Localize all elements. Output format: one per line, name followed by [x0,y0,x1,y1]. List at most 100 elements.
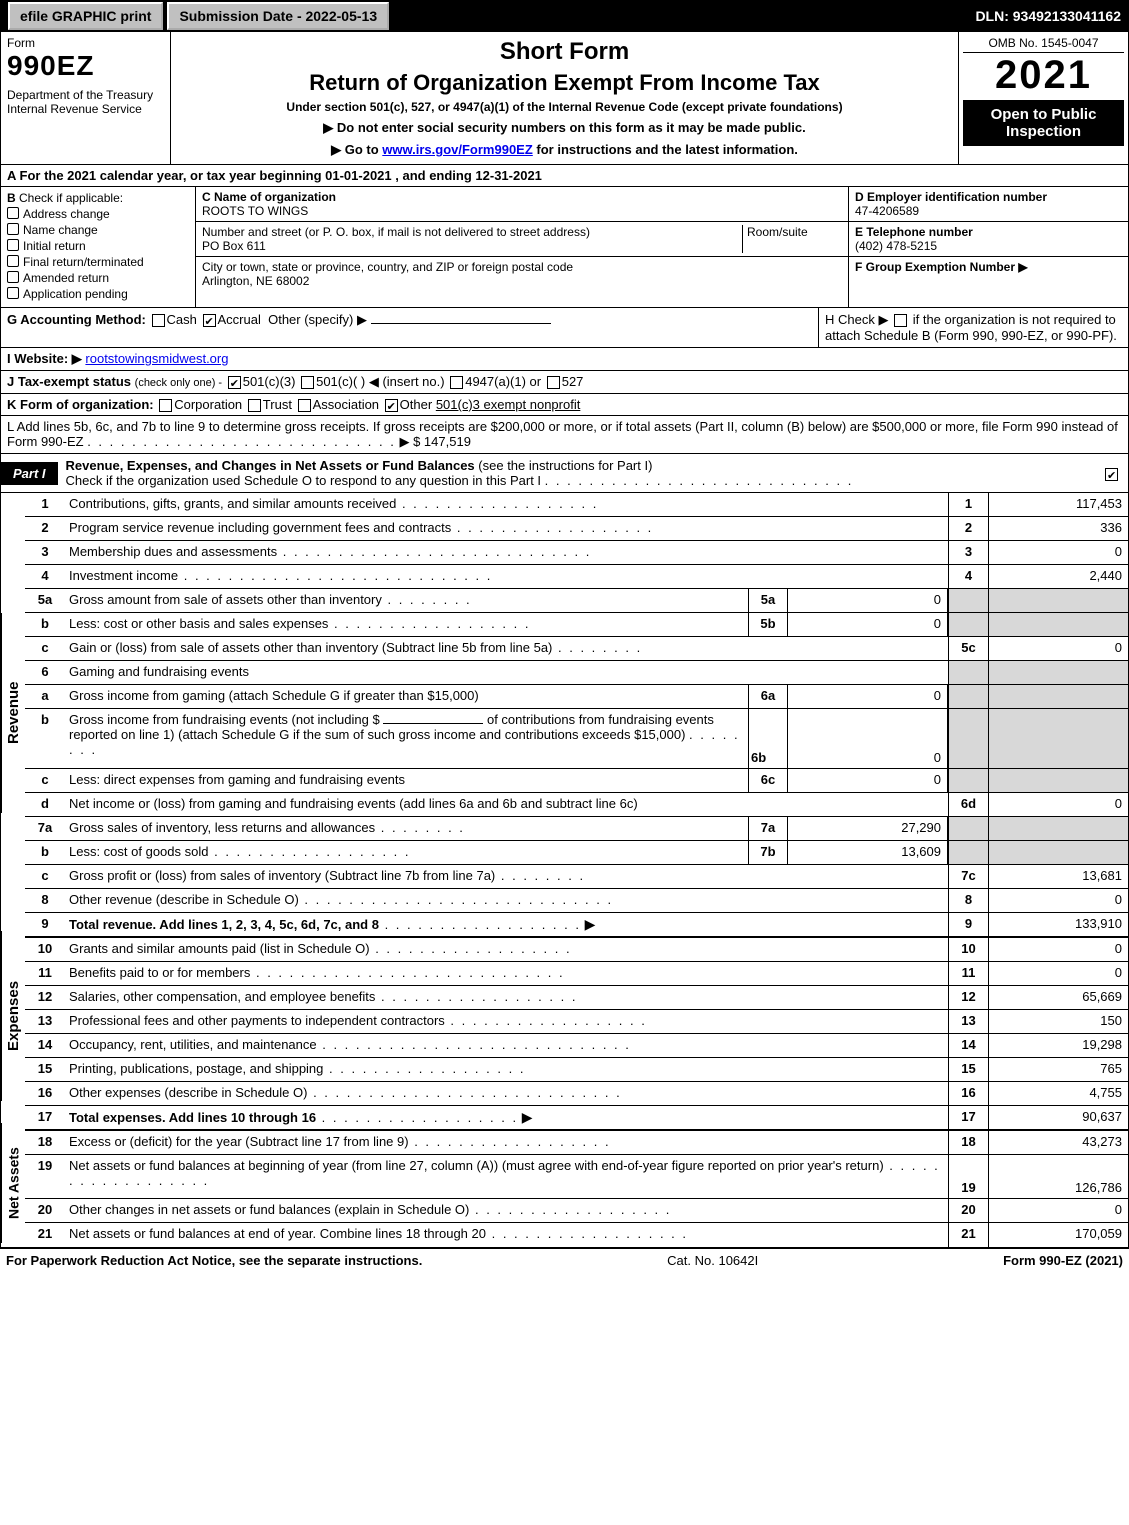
k-other-val: 501(c)3 exempt nonprofit [436,397,581,412]
line-6a: a Gross income from gaming (attach Sched… [25,685,1128,709]
block-bcd: B Check if applicable: Address change Na… [0,187,1129,308]
line-5a-sv: 0 [788,589,948,612]
line-7c-num: c [25,865,65,888]
checkbox-association[interactable] [298,399,311,412]
line-3-rval: 0 [988,541,1128,564]
line-14: 14 Occupancy, rent, utilities, and maint… [25,1034,1128,1058]
dots [208,844,410,859]
line-5b-desc: Less: cost or other basis and sales expe… [69,616,328,631]
checkbox-final-return[interactable] [7,255,19,267]
line-16-desc: Other expenses (describe in Schedule O) [69,1085,307,1100]
chk-application-pending: Application pending [23,287,128,301]
website-link[interactable]: rootstowingsmidwest.org [85,351,228,366]
line-2-desc: Program service revenue including govern… [69,520,451,535]
dots [382,592,472,607]
line-5a-desc: Gross amount from sale of assets other t… [69,592,382,607]
checkbox-cash[interactable] [152,314,165,327]
dots [277,544,591,559]
line-7c-rnum: 7c [948,865,988,888]
irs-link[interactable]: www.irs.gov/Form990EZ [382,142,533,157]
line-21-rval: 170,059 [988,1223,1128,1247]
checkbox-4947[interactable] [450,376,463,389]
dots [316,1110,518,1125]
org-street: PO Box 611 [202,239,266,253]
line-6b-rvgray [988,709,1128,768]
line-12-rnum: 12 [948,986,988,1009]
submission-date-button[interactable]: Submission Date - 2022-05-13 [167,2,389,30]
checkbox-schedule-b[interactable] [894,314,907,327]
line-18-rnum: 18 [948,1131,988,1154]
line-5b-rvgray [988,613,1128,636]
line-10-rval: 0 [988,938,1128,961]
part-i-check-line: Check if the organization used Schedule … [66,473,542,488]
department-label: Department of the Treasury Internal Reve… [7,88,164,116]
b-check-label: Check if applicable: [19,191,123,205]
line-6a-sn: 6a [748,685,788,708]
line-20-desc: Other changes in net assets or fund bala… [69,1202,469,1217]
line-13: 13 Professional fees and other payments … [25,1010,1128,1034]
part-i-tab: Part I [1,462,58,485]
line-5a-rvgray [988,589,1128,612]
footer-right: Form 990-EZ (2021) [1003,1253,1123,1268]
dots [328,616,530,631]
d-ein-lbl: D Employer identification number [855,190,1047,204]
line-10-rnum: 10 [948,938,988,961]
fundraising-amount-input[interactable] [383,723,483,724]
header-center: Short Form Return of Organization Exempt… [171,32,958,164]
efile-print-button[interactable]: efile GRAPHIC print [8,2,163,30]
line-2: 2 Program service revenue including gove… [25,517,1128,541]
line-16: 16 Other expenses (describe in Schedule … [25,1082,1128,1106]
line-20-num: 20 [25,1199,65,1222]
k-assoc: Association [313,397,379,412]
checkbox-501c[interactable] [301,376,314,389]
checkbox-name-change[interactable] [7,223,19,235]
checkbox-501c3[interactable] [228,376,241,389]
line-15-rnum: 15 [948,1058,988,1081]
header-right: OMB No. 1545-0047 2021 Open to Public In… [958,32,1128,164]
line-1-num: 1 [25,493,65,516]
dots [250,965,564,980]
expenses-vlabel: Expenses [1,931,25,1101]
line-13-desc: Professional fees and other payments to … [69,1013,445,1028]
checkbox-accrual[interactable] [203,314,216,327]
line-14-rval: 19,298 [988,1034,1128,1057]
checkbox-other-org[interactable] [385,399,398,412]
k-other-lbl: Other [400,397,433,412]
part-i-sub: (see the instructions for Part I) [478,458,652,473]
line-16-rnum: 16 [948,1082,988,1105]
chk-final-return: Final return/terminated [23,255,144,269]
line-6b-rgray [948,709,988,768]
under-section: Under section 501(c), 527, or 4947(a)(1)… [181,100,948,114]
checkbox-initial-return[interactable] [7,239,19,251]
dots [486,1226,688,1241]
line-15-rval: 765 [988,1058,1128,1081]
j-opt1: 501(c)(3) [243,374,296,389]
line-6-rvgray [988,661,1128,684]
line-19-num: 19 [25,1155,65,1198]
line-14-desc: Occupancy, rent, utilities, and maintena… [69,1037,317,1052]
line-6b: b Gross income from fundraising events (… [25,709,1128,769]
dots [409,1134,611,1149]
line-6-desc: Gaming and fundraising events [69,664,249,679]
checkbox-corporation[interactable] [159,399,172,412]
line-3: 3 Membership dues and assessments 3 0 [25,541,1128,565]
checkbox-amended-return[interactable] [7,271,19,283]
other-method-input[interactable] [371,323,551,324]
checkbox-address-change[interactable] [7,207,19,219]
column-c: C Name of organization ROOTS TO WINGS Nu… [196,187,1128,307]
line-6d-rval: 0 [988,793,1128,816]
header-left: Form 990EZ Department of the Treasury In… [1,32,171,164]
arrow-icon: ▶ [585,916,596,932]
line-5b-num: b [25,613,65,636]
checkbox-trust[interactable] [248,399,261,412]
checkbox-schedule-o[interactable] [1105,468,1118,481]
line-3-num: 3 [25,541,65,564]
dots [495,868,585,883]
line-5a-sn: 5a [748,589,788,612]
line-19-rnum: 19 [948,1155,988,1198]
checkbox-application-pending[interactable] [7,287,19,299]
line-9: 9 Total revenue. Add lines 1, 2, 3, 4, 5… [25,913,1128,938]
checkbox-527[interactable] [547,376,560,389]
line-6c-desc: Less: direct expenses from gaming and fu… [69,772,405,787]
line-5c: c Gain or (loss) from sale of assets oth… [25,637,1128,661]
